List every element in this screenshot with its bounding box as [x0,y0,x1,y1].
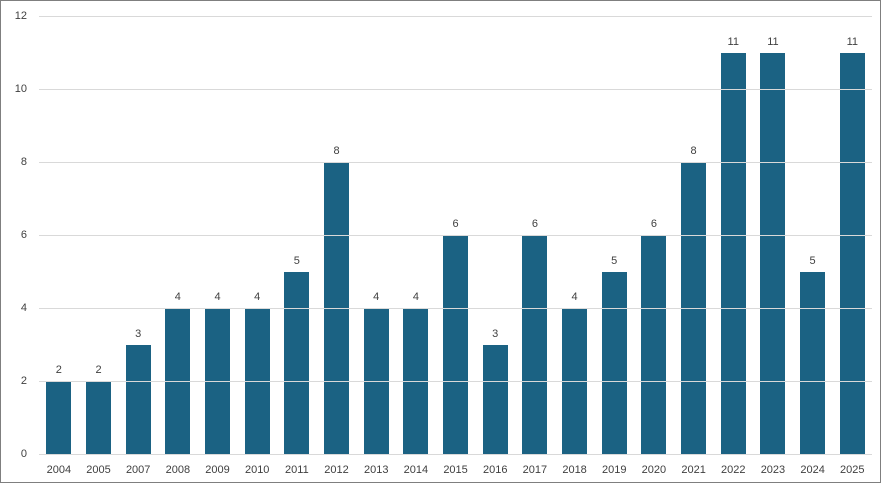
gridline [39,307,872,309]
gridline [39,161,872,163]
y-tick-label: 10 [14,82,27,95]
bar-group-2024: 5 [793,16,833,454]
x-tick-label: 2005 [86,464,111,476]
gridline [39,15,872,17]
bar [760,52,786,454]
bar-value-label: 5 [809,254,816,267]
bar-value-label: 3 [135,327,142,340]
bar [125,344,151,454]
bar [443,235,469,454]
bar-value-label: 2 [95,364,102,377]
bar-value-label: 11 [767,35,779,48]
x-tick-label: 2012 [324,464,349,476]
x-axis: 2004 2005 2007 2008 2009 2010 2011 2012 2013 2014… [39,465,872,476]
bar-group-2023: 11 [753,16,793,454]
x-tick-label: 2011 [285,464,309,476]
bar [284,271,310,454]
bar-group-2016: 3 [475,16,515,454]
y-tick-label: 6 [20,228,27,241]
y-tick-label: 0 [20,447,27,460]
bar-value-label: 6 [531,218,538,230]
bar-group-2015: 6 [436,16,476,454]
x-tick-label: 2023 [760,464,786,476]
bar-group-2022: 11 [713,16,753,454]
x-tick-label: 2014 [403,464,429,476]
bar-value-label: 6 [452,218,459,230]
bar-value-label: 11 [727,35,739,48]
bar-group-2005: 2 [79,16,119,454]
bar [482,344,508,454]
bar [641,235,667,454]
bar-group-2011: 5 [277,16,317,454]
x-tick-label: 2022 [721,464,746,476]
bar [800,271,826,454]
x-tick-label: 2019 [602,464,627,476]
x-tick-label: 2010 [244,464,270,476]
x-tick-label: 2008 [165,464,191,476]
bar-value-label: 3 [492,327,499,340]
plot-area: 2 2 3 4 4 4 5 8 4 4 6 3 6 4 5 6 8 11 11 5 11 [39,15,872,455]
bar-value-label: 4 [174,291,181,304]
bar-value-label: 6 [650,218,657,230]
bar-value-label: 2 [55,364,62,377]
bar-group-2020: 6 [634,16,674,454]
bar [86,381,111,454]
bar-group-2007: 3 [118,16,158,454]
x-tick-label: 2017 [522,464,548,476]
bar-value-label: 8 [690,145,697,158]
bar [601,271,627,454]
bar-value-label: 4 [254,291,261,304]
bar-value-label: 4 [571,291,578,304]
x-tick-label: 2025 [840,464,865,476]
x-tick-label: 2018 [562,464,587,476]
bar [46,381,72,454]
bar-value-label: 5 [293,254,300,267]
y-axis: 0 2 4 6 8 10 12 [1,10,31,459]
x-tick-label: 2020 [641,464,667,476]
y-tick-label: 8 [20,155,27,168]
gridline [39,453,872,455]
bar-value-label: 4 [214,291,221,304]
bar [720,52,746,454]
y-tick-label: 4 [20,301,27,314]
bar-group-2025: 11 [832,16,872,454]
x-tick-label: 2009 [205,464,230,476]
x-tick-label: 2004 [46,464,72,476]
gridline [39,380,872,382]
x-tick-label: 2013 [363,464,389,476]
gridline [39,88,872,90]
bar-value-label: 4 [412,291,419,304]
bar [839,52,865,454]
x-tick-label: 2021 [681,464,706,476]
y-tick-label: 12 [14,9,27,22]
x-tick-label: 2024 [800,464,825,476]
bars-row: 2 2 3 4 4 4 5 8 4 4 6 3 6 4 5 6 8 11 11 5 11 [39,16,872,454]
gridline [39,234,872,236]
x-tick-label: 2016 [482,464,508,476]
y-tick-label: 2 [20,374,27,387]
bar-group-2004: 2 [39,16,79,454]
bar-group-2017: 6 [515,16,555,454]
bar-group-2019: 5 [594,16,634,454]
x-tick-label: 2007 [125,464,151,476]
x-tick-label: 2015 [443,464,468,476]
bar-value-label: 5 [611,254,618,267]
bar [522,235,548,454]
bar-value-label: 11 [846,35,858,48]
bar-value-label: 4 [373,291,380,304]
bar-value-label: 8 [333,145,340,158]
